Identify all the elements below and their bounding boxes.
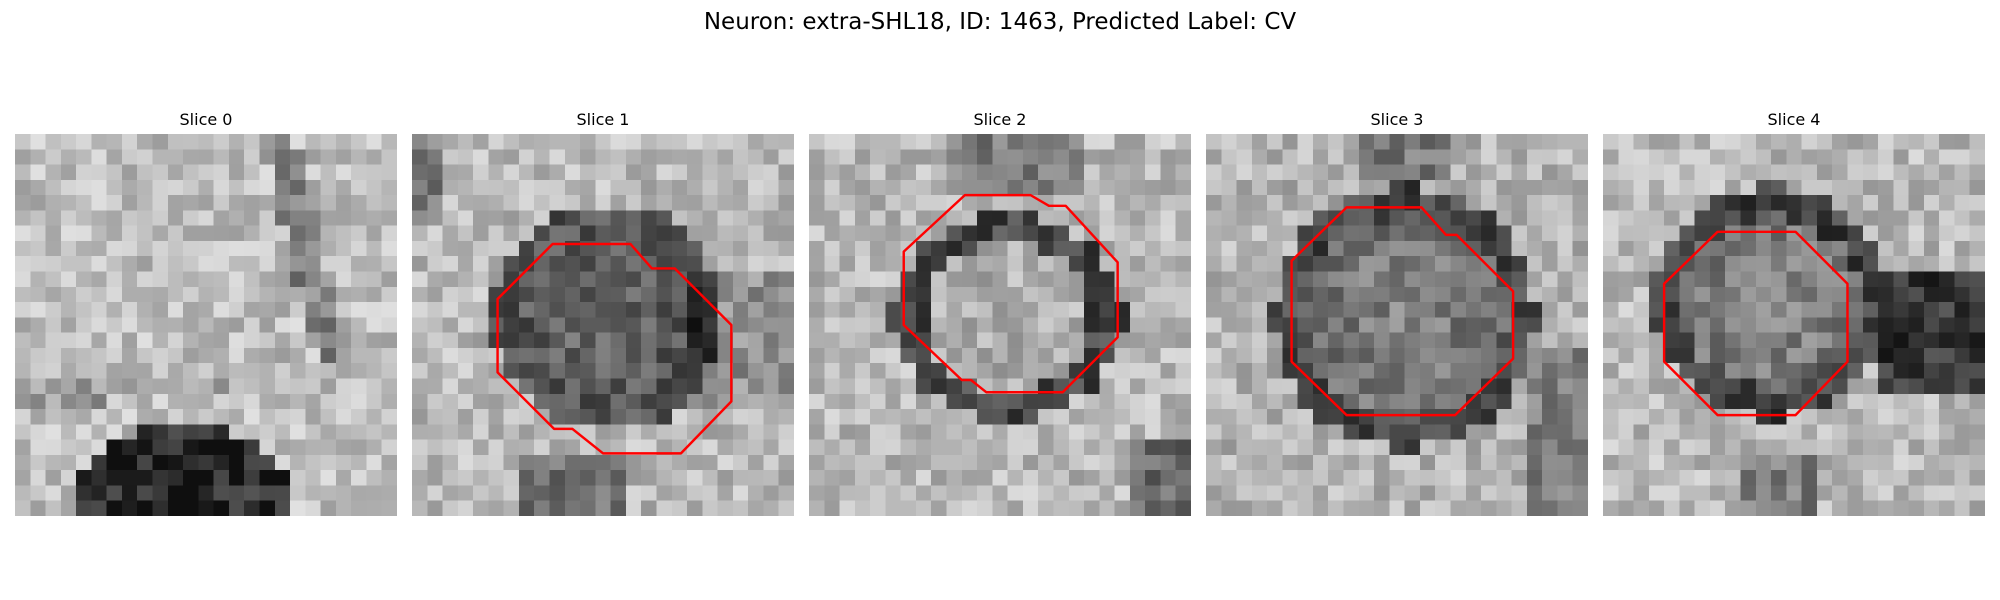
slice-panel-4: Slice 4 bbox=[1603, 110, 1985, 516]
slice-image-3 bbox=[1206, 134, 1588, 516]
slice-image-0 bbox=[15, 134, 397, 516]
slice-panel-1: Slice 1 bbox=[412, 110, 794, 516]
figure-title: Neuron: extra-SHL18, ID: 1463, Predicted… bbox=[0, 8, 2000, 36]
slice-image-4 bbox=[1603, 134, 1985, 516]
slice-title-4: Slice 4 bbox=[1603, 110, 1985, 132]
slice-title-2: Slice 2 bbox=[809, 110, 1191, 132]
slice-image-2 bbox=[809, 134, 1191, 516]
slice-title-0: Slice 0 bbox=[15, 110, 397, 132]
slice-title-1: Slice 1 bbox=[412, 110, 794, 132]
slice-title-3: Slice 3 bbox=[1206, 110, 1588, 132]
slice-panel-2: Slice 2 bbox=[809, 110, 1191, 516]
slice-panel-3: Slice 3 bbox=[1206, 110, 1588, 516]
slice-panel-0: Slice 0 bbox=[15, 110, 397, 516]
slice-image-1 bbox=[412, 134, 794, 516]
